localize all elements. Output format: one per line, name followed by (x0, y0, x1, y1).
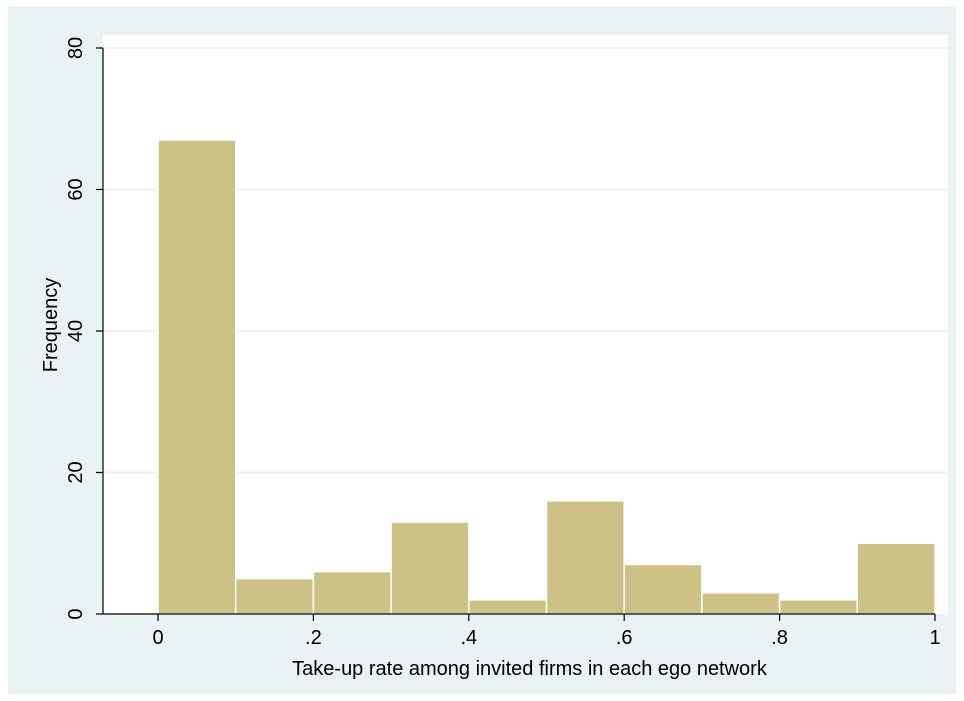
y-tick-label: 80 (65, 37, 87, 59)
x-tick-label: 0 (152, 627, 163, 649)
histogram-bar-3 (312, 570, 392, 615)
histogram-bar-6 (545, 500, 625, 615)
x-tick-label: 1 (929, 627, 940, 649)
y-axis-title: Frequency (40, 278, 62, 373)
histogram-bar-7 (623, 563, 703, 615)
histogram-bar-2 (234, 577, 315, 615)
histogram-bar-1 (157, 139, 237, 615)
x-tick-label: .4 (460, 627, 477, 649)
histogram-bar-5 (468, 599, 548, 615)
y-ticks: 0 20 40 60 80 (65, 37, 103, 620)
x-axis-title: Take-up rate among invited firms in each… (292, 658, 768, 680)
plot-area (103, 35, 948, 614)
gridlines (103, 47, 948, 474)
y-tick-label: 20 (65, 461, 87, 483)
histogram-bar-10 (856, 542, 936, 615)
histogram-bar-9 (778, 599, 859, 615)
histogram-bar-4 (390, 521, 470, 615)
x-tick-label: .2 (305, 627, 322, 649)
y-tick-label: 60 (65, 178, 87, 200)
y-tick-label: 0 (65, 608, 87, 619)
x-tick-label: .6 (616, 627, 633, 649)
x-ticks: 0 .2 .4 .6 .8 1 (152, 614, 941, 649)
x-tick-label: .8 (771, 627, 788, 649)
histogram-bar-8 (701, 592, 781, 615)
y-tick-label: 40 (65, 320, 87, 342)
